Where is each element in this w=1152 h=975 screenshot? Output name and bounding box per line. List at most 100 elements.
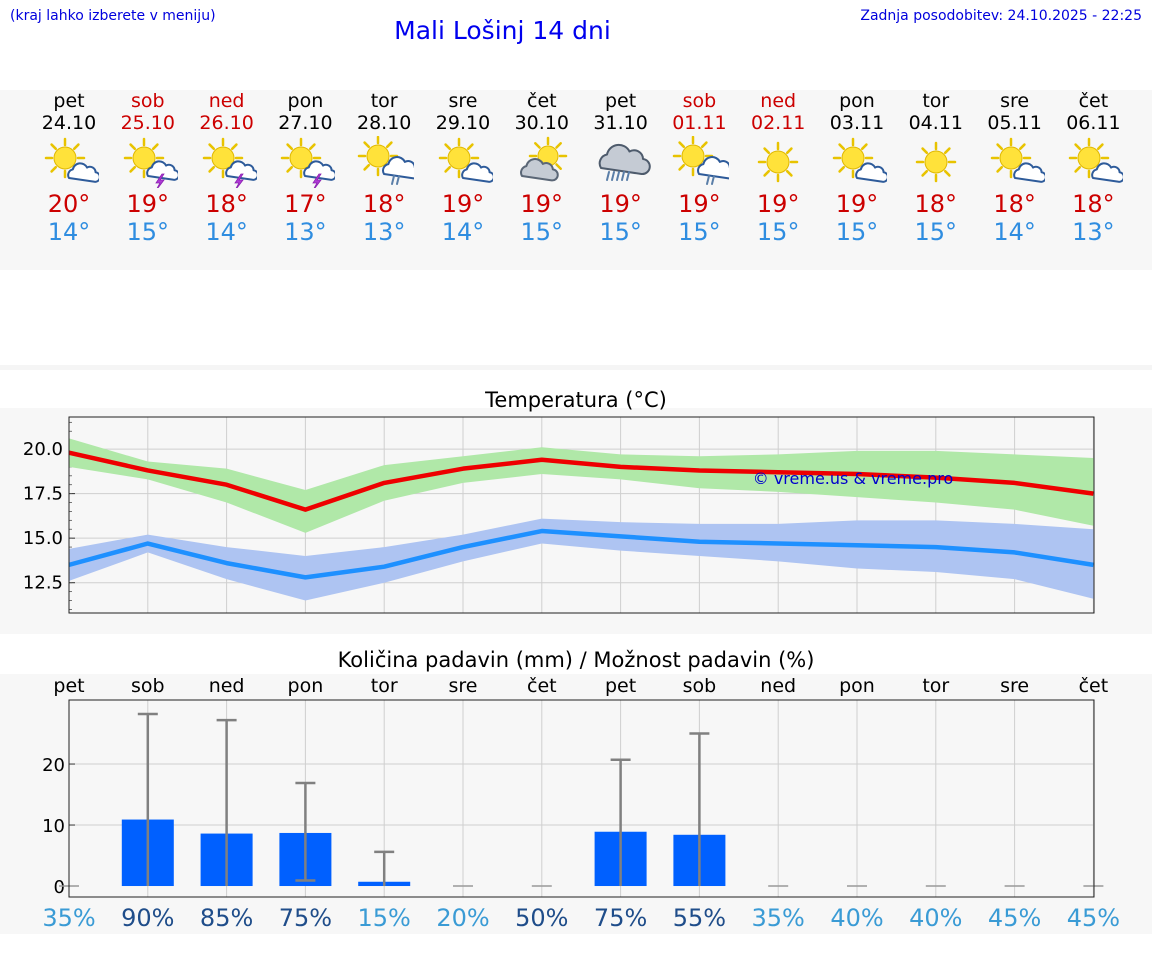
day-column: sre 05.11 18° 14° xyxy=(975,90,1055,260)
min-temperature-band xyxy=(69,518,1094,601)
precipitation-probability: 55% xyxy=(673,904,726,932)
day-column: tor 28.10 18° 13° xyxy=(344,90,424,260)
day-date: 25.10 xyxy=(120,112,175,134)
max-temperature: 19° xyxy=(599,190,642,218)
y-tick-label: 20.0 xyxy=(23,439,63,460)
day-date: 26.10 xyxy=(199,112,254,134)
x-category-label: sob xyxy=(131,675,165,697)
x-category-label: tor xyxy=(371,675,398,697)
min-temperature: 14° xyxy=(47,218,91,246)
day-date: 30.10 xyxy=(514,112,569,134)
temperature-chart: 20.0 17.5 15.0 12.5 © vreme.us & vreme.pro xyxy=(23,416,1095,614)
day-date: 04.11 xyxy=(908,112,963,134)
forecast-band xyxy=(0,90,1152,270)
day-name: pet xyxy=(604,90,637,112)
day-column: čet 30.10 19° 15° xyxy=(502,90,582,260)
max-temperature: 19° xyxy=(441,190,485,218)
min-temperature: 15° xyxy=(126,218,170,246)
x-category-label: pet xyxy=(605,675,636,697)
day-name: sob xyxy=(131,90,165,112)
min-temperature: 13° xyxy=(362,218,406,246)
precipitation-probability: 45% xyxy=(988,904,1041,932)
min-temperature: 14° xyxy=(993,218,1036,246)
max-temperature: 19° xyxy=(678,190,721,218)
day-name: pon xyxy=(287,90,324,112)
plot-frame xyxy=(68,699,1095,898)
day-name: tor xyxy=(922,90,950,112)
precipitation-probability: 40% xyxy=(909,904,962,932)
min-temperature-line xyxy=(68,528,1094,580)
day-column: čet 06.11 18° 13° xyxy=(1053,90,1133,260)
sun-icon xyxy=(757,141,799,183)
precipitation-probability: 40% xyxy=(830,904,883,932)
day-column: pet 24.10 20° 14° xyxy=(29,90,109,260)
day-column: ned 26.10 18° 14° xyxy=(187,90,267,260)
sun-icon xyxy=(915,141,957,183)
day-name: tor xyxy=(370,90,398,112)
day-date: 28.10 xyxy=(356,112,412,134)
min-temperature: 15° xyxy=(835,218,879,246)
sun-cloud-rain-icon xyxy=(673,136,730,185)
x-category-label: ned xyxy=(760,675,796,697)
day-column: pet 31.10 19° 15° xyxy=(581,90,661,260)
plot-area xyxy=(69,417,1094,613)
cloud-heavy-rain-icon xyxy=(598,143,651,181)
x-category-label: ned xyxy=(209,675,245,697)
x-category-label: sob xyxy=(683,675,717,697)
max-temperature: 20° xyxy=(47,190,91,218)
x-category-label: čet xyxy=(527,675,557,697)
x-category-label: pon xyxy=(839,675,875,697)
page-title: Mali Lošinj 14 dni xyxy=(394,16,611,45)
day-date: 27.10 xyxy=(278,112,333,134)
sun-cloud-icon xyxy=(1069,137,1124,183)
sun-cloud-lightning-icon xyxy=(123,137,178,188)
precipitation-probability: 90% xyxy=(121,904,174,932)
max-temperature: 17° xyxy=(284,190,327,218)
precipitation-probability: 15% xyxy=(358,904,411,932)
max-temperature: 18° xyxy=(993,190,1036,218)
y-tick-label: 12.5 xyxy=(23,573,63,594)
min-temperature: 14° xyxy=(441,218,485,246)
temperature-chart-title: Temperatura (°C) xyxy=(485,388,667,412)
precipitation-chart: 20 10 0 pet sob ned pon tor sre čet pet sob ned pon to… xyxy=(42,675,1120,932)
location-hint: (kraj lahko izberete v meniju) xyxy=(10,8,216,24)
day-name: sre xyxy=(1000,90,1030,112)
max-temperature: 18° xyxy=(914,190,958,218)
plot-frame xyxy=(68,416,1095,614)
day-column: pon 27.10 17° 13° xyxy=(265,90,345,260)
precipitation-probability: 85% xyxy=(200,904,253,932)
min-temperature: 13° xyxy=(1072,218,1115,246)
day-date: 24.10 xyxy=(41,112,97,134)
day-date: 05.11 xyxy=(987,112,1042,134)
y-tick-label: 20 xyxy=(42,755,65,776)
y-tick-label: 17.5 xyxy=(23,484,63,505)
min-temperature: 15° xyxy=(914,218,958,246)
max-temperature-band xyxy=(69,438,1094,533)
day-name: pon xyxy=(839,90,875,112)
day-name: ned xyxy=(760,90,797,112)
day-date: 01.11 xyxy=(672,112,727,134)
max-temperature-line xyxy=(68,450,1094,512)
cloud-sun-icon xyxy=(519,136,568,182)
precipitation-probability: 35% xyxy=(752,904,805,932)
min-temperature: 15° xyxy=(678,218,721,246)
precipitation-probability: 35% xyxy=(42,904,95,932)
precipitation-probability: 20% xyxy=(436,904,489,932)
sun-cloud-lightning-icon xyxy=(281,137,336,188)
day-name: čet xyxy=(1078,90,1109,112)
max-temperature: 19° xyxy=(520,190,564,218)
max-temperature: 19° xyxy=(756,190,800,218)
x-category-label: čet xyxy=(1079,675,1109,697)
x-category-label: sre xyxy=(449,675,478,697)
x-category-label: pet xyxy=(53,675,84,697)
precipitation-chart-title: Količina padavin (mm) / Možnost padavin … xyxy=(337,648,815,672)
watermark: © vreme.us & vreme.pro xyxy=(753,469,954,488)
y-tick-label: 0 xyxy=(54,877,65,898)
day-date: 29.10 xyxy=(435,112,491,134)
precipitation-probability: 75% xyxy=(279,904,332,932)
max-temperature: 19° xyxy=(126,190,170,218)
min-temperature: 15° xyxy=(599,218,642,246)
day-date: 03.11 xyxy=(829,112,885,134)
day-column: pon 03.11 19° 15° xyxy=(817,90,897,260)
max-temperature: 19° xyxy=(835,190,879,218)
